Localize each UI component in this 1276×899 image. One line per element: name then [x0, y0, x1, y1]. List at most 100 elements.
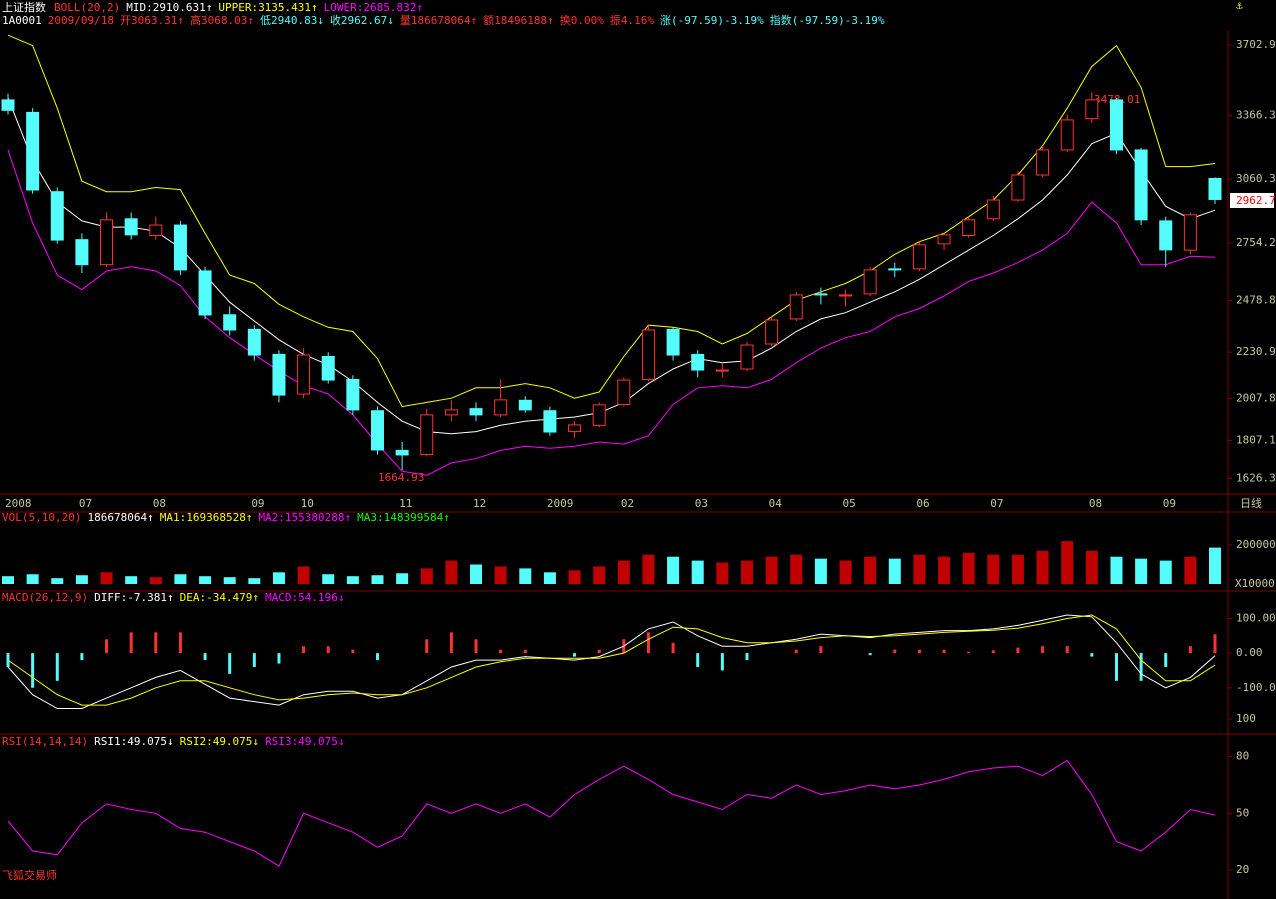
y-tick-label: 100	[1236, 712, 1256, 725]
y-tick-label: 50	[1236, 806, 1249, 819]
legend-item: 涨(-97.59)-3.19%	[660, 14, 764, 27]
candle-body	[75, 239, 89, 266]
y-tick-label: 100.00	[1236, 612, 1276, 625]
candle-body	[370, 410, 384, 451]
candle-body	[814, 293, 828, 296]
candle-body	[100, 219, 114, 266]
candle-body	[1208, 177, 1222, 200]
legend-item: MID:2910.631↑	[126, 1, 212, 14]
candle-body	[1109, 99, 1123, 151]
volume-bar	[716, 562, 729, 584]
candle-body	[986, 199, 1000, 220]
volume-bar	[420, 568, 433, 584]
volume-bar	[371, 575, 384, 584]
candle-body	[839, 294, 853, 297]
volume-bar	[272, 572, 285, 584]
y-tick-label: 200000	[1236, 538, 1276, 551]
volume-bar	[864, 556, 877, 584]
volume-bar	[1061, 541, 1074, 584]
candle-body	[297, 354, 311, 395]
legend-item: MACD:54.196↓	[265, 591, 344, 604]
x-tick-label: 02	[621, 497, 634, 510]
series-line	[7, 614, 1216, 706]
legend-item: 1A0001	[2, 14, 42, 27]
legend-item: RSI3:49.075↓	[265, 735, 344, 748]
y-tick-label: -100.0	[1236, 681, 1276, 694]
volume-bar	[740, 560, 753, 584]
volume-bar	[125, 576, 138, 584]
volume-bar	[494, 566, 507, 584]
volume-bar	[1135, 558, 1148, 584]
volume-bar	[346, 576, 359, 584]
candle-body	[149, 224, 163, 236]
legend-item: 换0.00%	[560, 13, 604, 27]
legend-item: 收2962.67↓	[330, 13, 394, 27]
volume-bar	[913, 554, 926, 584]
candle-body	[888, 268, 902, 271]
candle-body	[789, 294, 803, 320]
candle-body	[247, 328, 261, 356]
series-line	[7, 149, 1216, 476]
volume-bar	[174, 574, 187, 584]
volume-bar	[691, 560, 704, 584]
legend-item: MACD(26,12,9)	[2, 591, 88, 604]
x-tick-label: 12	[473, 497, 486, 510]
volume-bar	[26, 574, 39, 584]
legend-item: RSI(14,14,14)	[2, 735, 88, 748]
volume-bar	[667, 556, 680, 584]
volume-bar	[396, 573, 409, 584]
candle-body	[494, 399, 508, 416]
legend-item: MA1:169368528↑	[160, 511, 253, 524]
y-tick-label: 3060.3	[1236, 172, 1276, 185]
legend-item: 振4.16%	[610, 13, 654, 27]
x-tick-label: 2009	[547, 497, 574, 510]
y-tick-label: 1807.1	[1236, 434, 1276, 447]
candle-body	[173, 224, 187, 271]
price-tag-label: 2962.7	[1236, 194, 1276, 207]
legend-item: 高3068.03↑	[190, 13, 254, 27]
volume-bar	[223, 577, 236, 584]
x-tick-label: 07	[79, 497, 92, 510]
legend-item: 开3063.31↑	[120, 14, 184, 27]
legend-item: 指数(-97.59)-3.19%	[770, 13, 885, 27]
volume-bar	[149, 577, 162, 584]
legend-item: MA3:148399584↑	[357, 511, 450, 524]
candle-body	[617, 379, 631, 405]
y-tick-label: 0.00	[1236, 646, 1263, 659]
volume-bar	[1209, 547, 1221, 584]
candle-body	[420, 414, 434, 456]
candle-body	[863, 269, 877, 295]
volume-bar	[1011, 554, 1024, 584]
x-tick-label: 09	[251, 497, 264, 510]
volume-bar	[839, 560, 852, 584]
y-tick-label: 2230.9	[1236, 345, 1276, 358]
volume-bar	[543, 572, 556, 584]
legend-item: BOLL(20,2)	[54, 1, 120, 14]
candle-body	[1, 99, 15, 111]
y-tick-label: 20	[1236, 863, 1249, 876]
volume-bar	[888, 558, 901, 584]
candle-body	[395, 449, 409, 456]
candle-body	[592, 404, 606, 426]
candle-body	[518, 399, 532, 411]
candle-body	[1036, 149, 1050, 176]
x-tick-label: 04	[769, 497, 783, 510]
volume-bar	[765, 556, 778, 584]
legend-item: 186678064↑	[87, 511, 153, 524]
volume-bar	[593, 566, 606, 584]
chart-title: 上证指数	[2, 0, 46, 14]
candle-body	[198, 270, 212, 316]
candle-body	[1183, 214, 1197, 251]
volume-bar	[1159, 560, 1172, 584]
volume-bar	[51, 578, 64, 584]
volume-bar	[2, 576, 14, 584]
candle-body	[568, 424, 582, 433]
candle-body	[715, 369, 729, 372]
volume-bar	[1036, 550, 1049, 584]
x-tick-label: 05	[843, 497, 856, 510]
x-tick-label: 2008	[5, 497, 32, 510]
volume-bar	[100, 572, 113, 584]
